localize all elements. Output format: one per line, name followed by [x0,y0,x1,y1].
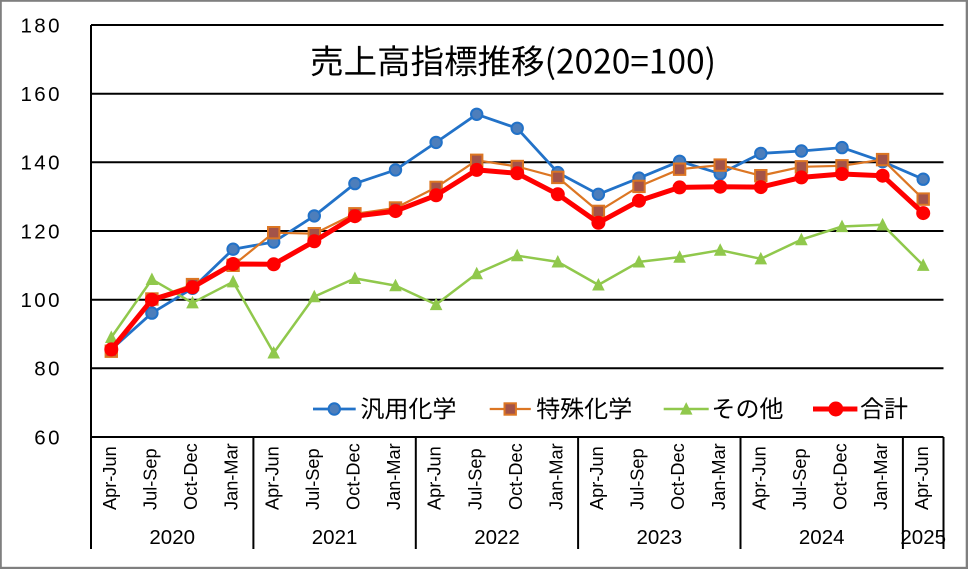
svg-text:120: 120 [20,220,61,243]
svg-text:2020: 2020 [149,526,195,549]
svg-text:Jan-Mar: Jan-Mar [222,443,242,510]
svg-text:2024: 2024 [799,526,845,549]
svg-text:Jul-Sep: Jul-Sep [790,448,810,510]
svg-text:2025: 2025 [900,526,946,549]
svg-text:Jul-Sep: Jul-Sep [628,448,648,510]
svg-text:Oct-Dec: Oct-Dec [831,443,851,510]
svg-text:80: 80 [34,358,62,381]
svg-text:Jul-Sep: Jul-Sep [465,448,485,510]
svg-text:Jul-Sep: Jul-Sep [303,448,323,510]
svg-text:Apr-Jun: Apr-Jun [262,446,282,510]
svg-text:Jul-Sep: Jul-Sep [141,448,161,510]
svg-text:Jan-Mar: Jan-Mar [384,443,404,510]
svg-text:140: 140 [20,152,61,175]
svg-text:Jan-Mar: Jan-Mar [871,443,891,510]
svg-text:Apr-Jun: Apr-Jun [425,446,445,510]
svg-text:Apr-Jun: Apr-Jun [912,446,932,510]
svg-text:Apr-Jun: Apr-Jun [587,446,607,510]
svg-text:Oct-Dec: Oct-Dec [344,443,364,510]
svg-text:100: 100 [20,289,61,312]
svg-text:Apr-Jun: Apr-Jun [749,446,769,510]
svg-text:Oct-Dec: Oct-Dec [181,443,201,510]
svg-text:Oct-Dec: Oct-Dec [668,443,688,510]
svg-text:Jan-Mar: Jan-Mar [709,443,729,510]
svg-text:Apr-Jun: Apr-Jun [100,446,120,510]
svg-text:2022: 2022 [474,526,520,549]
svg-text:Jan-Mar: Jan-Mar [546,443,566,510]
svg-text:2021: 2021 [312,526,358,549]
svg-text:160: 160 [20,83,61,106]
svg-text:2023: 2023 [636,526,682,549]
svg-text:180: 180 [20,14,61,37]
svg-text:Oct-Dec: Oct-Dec [506,443,526,510]
svg-text:60: 60 [34,426,62,449]
